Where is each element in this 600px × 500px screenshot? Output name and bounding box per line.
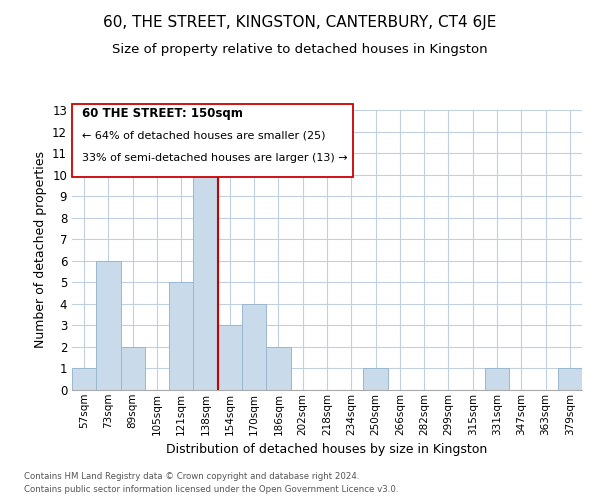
Bar [266,347,290,390]
Bar [558,368,582,390]
Bar [72,368,96,390]
FancyBboxPatch shape [72,104,353,177]
Bar [485,368,509,390]
Bar [121,347,145,390]
X-axis label: Distribution of detached houses by size in Kingston: Distribution of detached houses by size … [166,443,488,456]
Text: Contains public sector information licensed under the Open Government Licence v3: Contains public sector information licen… [24,484,398,494]
Bar [169,282,193,390]
Text: Contains HM Land Registry data © Crown copyright and database right 2024.: Contains HM Land Registry data © Crown c… [24,472,359,481]
Text: Size of property relative to detached houses in Kingston: Size of property relative to detached ho… [112,42,488,56]
Text: ← 64% of detached houses are smaller (25): ← 64% of detached houses are smaller (25… [82,131,326,141]
Bar [364,368,388,390]
Bar [242,304,266,390]
Bar [193,153,218,390]
Bar [218,326,242,390]
Text: 60 THE STREET: 150sqm: 60 THE STREET: 150sqm [82,107,243,120]
Text: 60, THE STREET, KINGSTON, CANTERBURY, CT4 6JE: 60, THE STREET, KINGSTON, CANTERBURY, CT… [103,15,497,30]
Bar [96,261,121,390]
Text: 33% of semi-detached houses are larger (13) →: 33% of semi-detached houses are larger (… [82,154,348,164]
Y-axis label: Number of detached properties: Number of detached properties [34,152,47,348]
